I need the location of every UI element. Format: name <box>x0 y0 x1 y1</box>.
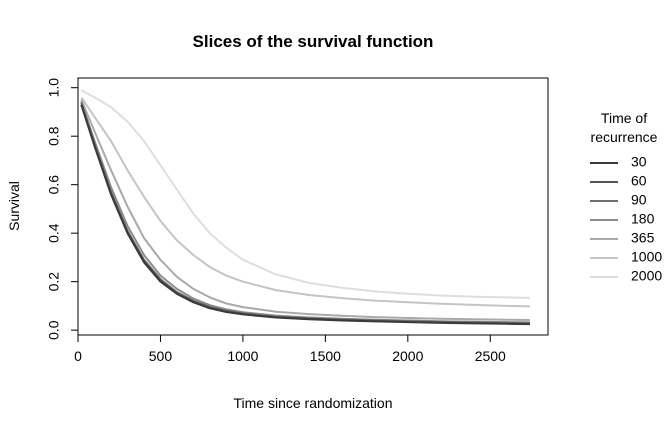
legend-entries: 30 60 90 180 365 1000 2000 <box>590 154 662 284</box>
y-tick-label: 0.0 <box>46 320 62 340</box>
x-tick-label: 1500 <box>310 348 341 364</box>
legend-label-2000: 2000 <box>631 268 662 284</box>
y-tick-label: 0.6 <box>46 175 62 195</box>
legend-label-60: 60 <box>631 173 647 189</box>
legend: Time of recurrence 30 60 90 180 365 1000 2000 <box>590 110 662 284</box>
y-tick-label: 0.8 <box>46 126 62 146</box>
series-line-1000 <box>80 96 530 308</box>
chart-title: Slices of the survival function <box>193 32 434 51</box>
x-tick-label: 0 <box>74 348 82 364</box>
series-line-2000 <box>80 89 530 299</box>
series-lines <box>80 89 530 326</box>
x-tick-label: 2000 <box>392 348 423 364</box>
legend-label-365: 365 <box>631 230 655 246</box>
x-tick-label: 500 <box>149 348 173 364</box>
series-line-365 <box>80 99 530 321</box>
series-line-30 <box>80 104 530 326</box>
series-line-180 <box>80 101 530 324</box>
legend-label-30: 30 <box>631 154 647 170</box>
y-axis: 0.0 0.2 0.4 0.6 0.8 1.0 <box>46 78 79 340</box>
x-tick-label: 1000 <box>227 348 258 364</box>
x-axis: 0 500 1000 1500 2000 2500 <box>74 334 506 364</box>
legend-label-1000: 1000 <box>631 249 662 265</box>
legend-label-90: 90 <box>631 192 647 208</box>
series-line-60 <box>80 104 530 325</box>
x-axis-title: Time since randomization <box>234 395 393 411</box>
y-tick-label: 0.4 <box>46 223 62 243</box>
x-tick-label: 2500 <box>475 348 506 364</box>
legend-label-180: 180 <box>631 211 655 227</box>
legend-title-line2: recurrence <box>591 129 658 145</box>
y-axis-title: Survival <box>6 181 22 231</box>
y-tick-label: 1.0 <box>46 78 62 98</box>
y-tick-label: 0.2 <box>46 272 62 292</box>
series-line-90 <box>80 101 530 325</box>
legend-title-line1: Time of <box>601 110 647 126</box>
